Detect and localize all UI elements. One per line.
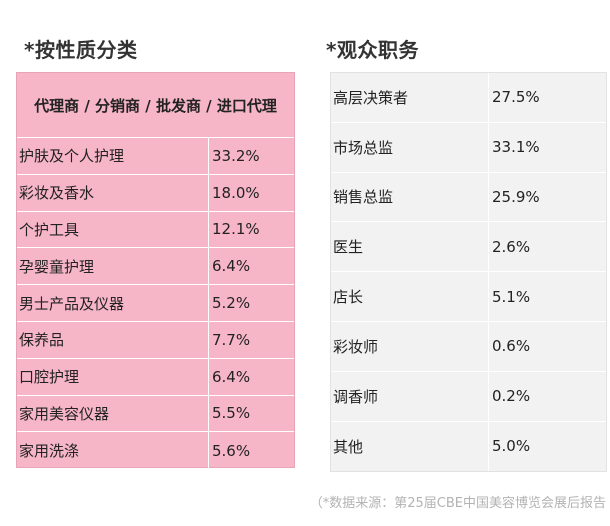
row-value: 2.6%: [492, 237, 531, 256]
row-value: 27.5%: [492, 88, 540, 107]
row-value: 0.6%: [492, 337, 531, 356]
right-section-title: *观众职务: [326, 38, 419, 62]
row-value: 7.7%: [212, 330, 251, 349]
table-row: 个护工具 12.1%: [17, 211, 294, 249]
row-value: 5.0%: [492, 437, 531, 456]
row-value: 25.9%: [492, 187, 540, 206]
table-row: 彩妆师 0.6%: [331, 321, 606, 372]
row-label: 高层决策者: [331, 73, 489, 122]
row-label: 销售总监: [331, 172, 489, 222]
category-table: 代理商 / 分销商 / 批发商 / 进口代理 护肤及个人护理 33.2% 彩妆及香…: [16, 72, 295, 470]
row-value: 5.5%: [212, 404, 251, 423]
row-label: 其他: [331, 421, 489, 472]
row-value: 33.2%: [212, 146, 260, 165]
row-label: 口腔护理: [17, 358, 209, 395]
row-label: 调香师: [331, 371, 489, 421]
row-label: 孕婴童护理: [17, 248, 209, 285]
table-row: 市场总监 33.1%: [331, 122, 606, 173]
row-label: 彩妆及香水: [17, 174, 209, 211]
table-row: 其他 5.0%: [331, 421, 606, 472]
row-value: 5.1%: [492, 287, 531, 306]
table-row: 调香师 0.2%: [331, 371, 606, 422]
table-row: 彩妆及香水 18.0%: [17, 174, 294, 212]
source-note: （*数据来源：第25届CBE中国美容博览会展后报告: [309, 496, 606, 511]
table-row: 店长 5.1%: [331, 272, 606, 322]
row-value: 33.1%: [492, 138, 540, 157]
row-value: 12.1%: [212, 220, 260, 239]
category-table-header: 代理商 / 分销商 / 批发商 / 进口代理: [17, 73, 294, 138]
row-label: 市场总监: [331, 122, 489, 172]
table-row: 高层决策者 27.5%: [331, 73, 606, 123]
row-label: 护肤及个人护理: [17, 138, 209, 174]
row-value: 5.6%: [212, 441, 251, 460]
table-row: 孕婴童护理 6.4%: [17, 248, 294, 286]
row-label: 家用洗涤: [17, 432, 209, 470]
table-row: 医生 2.6%: [331, 222, 606, 273]
table-row: 保养品 7.7%: [17, 321, 294, 359]
row-value: 6.4%: [212, 367, 251, 386]
row-value: 5.2%: [212, 294, 251, 313]
row-label: 保养品: [17, 321, 209, 358]
row-label: 男士产品及仪器: [17, 285, 209, 321]
audience-role-table: 高层决策者 27.5% 市场总监 33.1% 销售总监 25.9% 医生 2.6% 店长…: [330, 72, 607, 472]
table-row: 家用洗涤 5.6%: [17, 432, 294, 470]
table-row: 护肤及个人护理 33.2%: [17, 138, 294, 175]
table-row: 家用美容仪器 5.5%: [17, 395, 294, 433]
row-value: 0.2%: [492, 387, 531, 406]
row-label: 彩妆师: [331, 321, 489, 371]
row-label: 店长: [331, 272, 489, 321]
row-value: 18.0%: [212, 183, 260, 202]
row-value: 6.4%: [212, 257, 251, 276]
table-row: 男士产品及仪器 5.2%: [17, 285, 294, 322]
table-row: 口腔护理 6.4%: [17, 358, 294, 396]
table-row: 销售总监 25.9%: [331, 172, 606, 223]
row-label: 个护工具: [17, 211, 209, 248]
left-section-title: *按性质分类: [24, 38, 138, 62]
row-label: 医生: [331, 222, 489, 272]
row-label: 家用美容仪器: [17, 395, 209, 432]
